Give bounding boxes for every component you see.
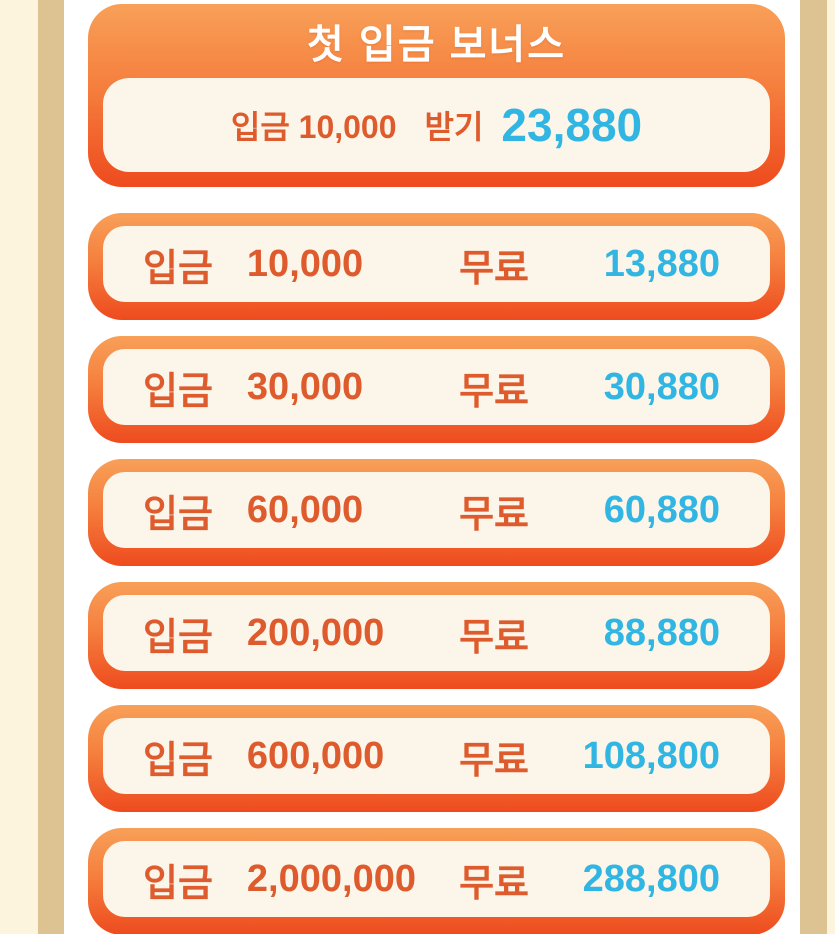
deposit-label: 입금	[143, 616, 213, 659]
deposit-label: 입금	[143, 739, 213, 782]
free-label: 무료	[459, 247, 529, 290]
bonus-amount: 108,800	[582, 734, 720, 777]
bonus-tier-row[interactable]: 입금 200,000 무료 88,880	[88, 582, 785, 689]
bonus-amount: 288,800	[582, 857, 720, 900]
header-bonus-amount: 23,880	[501, 99, 643, 151]
right-frame-border	[800, 0, 827, 934]
free-label: 무료	[459, 493, 529, 536]
deposit-label: 입금	[143, 370, 213, 413]
bonus-amount: 88,880	[603, 611, 720, 654]
deposit-label: 입금	[143, 862, 213, 905]
page-title: 첫 입금 보너스	[306, 23, 567, 67]
bonus-amount: 13,880	[603, 242, 720, 285]
deposit-label: 입금	[143, 247, 213, 290]
bonus-tier-row[interactable]: 입금 600,000 무료 108,800	[88, 705, 785, 812]
right-outer-frame	[827, 0, 835, 934]
bonus-amount: 30,880	[603, 365, 720, 408]
free-label: 무료	[459, 616, 529, 659]
bonus-tier-row[interactable]: 입금 30,000 무료 30,880	[88, 336, 785, 443]
left-frame-border	[38, 0, 64, 934]
deposit-amount: 10,000	[246, 242, 364, 285]
deposit-amount: 2,000,000	[246, 857, 416, 900]
deposit-label: 입금	[143, 493, 213, 536]
free-label: 무료	[459, 370, 529, 413]
deposit-amount: 600,000	[246, 734, 385, 777]
bonus-tier-row[interactable]: 입금 60,000 무료 60,880	[88, 459, 785, 566]
claim-button-label[interactable]: 받기	[424, 109, 484, 145]
left-outer-frame	[0, 0, 38, 934]
header-bonus-row[interactable]: 입금 10,000 받기 23,880	[103, 78, 770, 172]
bonus-amount: 60,880	[603, 488, 720, 531]
free-label: 무료	[459, 739, 529, 782]
first-deposit-bonus-card[interactable]: 첫 입금 보너스 입금 10,000 받기 23,880	[88, 4, 785, 187]
deposit-amount: 60,000	[246, 488, 364, 531]
bonus-list: 첫 입금 보너스 입금 10,000 받기 23,880 입금 10,000 무…	[64, 0, 800, 934]
deposit-amount: 30,000	[246, 365, 364, 408]
free-label: 무료	[459, 862, 529, 905]
bonus-tier-row[interactable]: 입금 10,000 무료 13,880	[88, 213, 785, 320]
deposit-amount: 200,000	[246, 611, 385, 654]
header-deposit-text: 입금 10,000	[230, 109, 397, 145]
bonus-tier-row[interactable]: 입금 2,000,000 무료 288,800	[88, 828, 785, 934]
